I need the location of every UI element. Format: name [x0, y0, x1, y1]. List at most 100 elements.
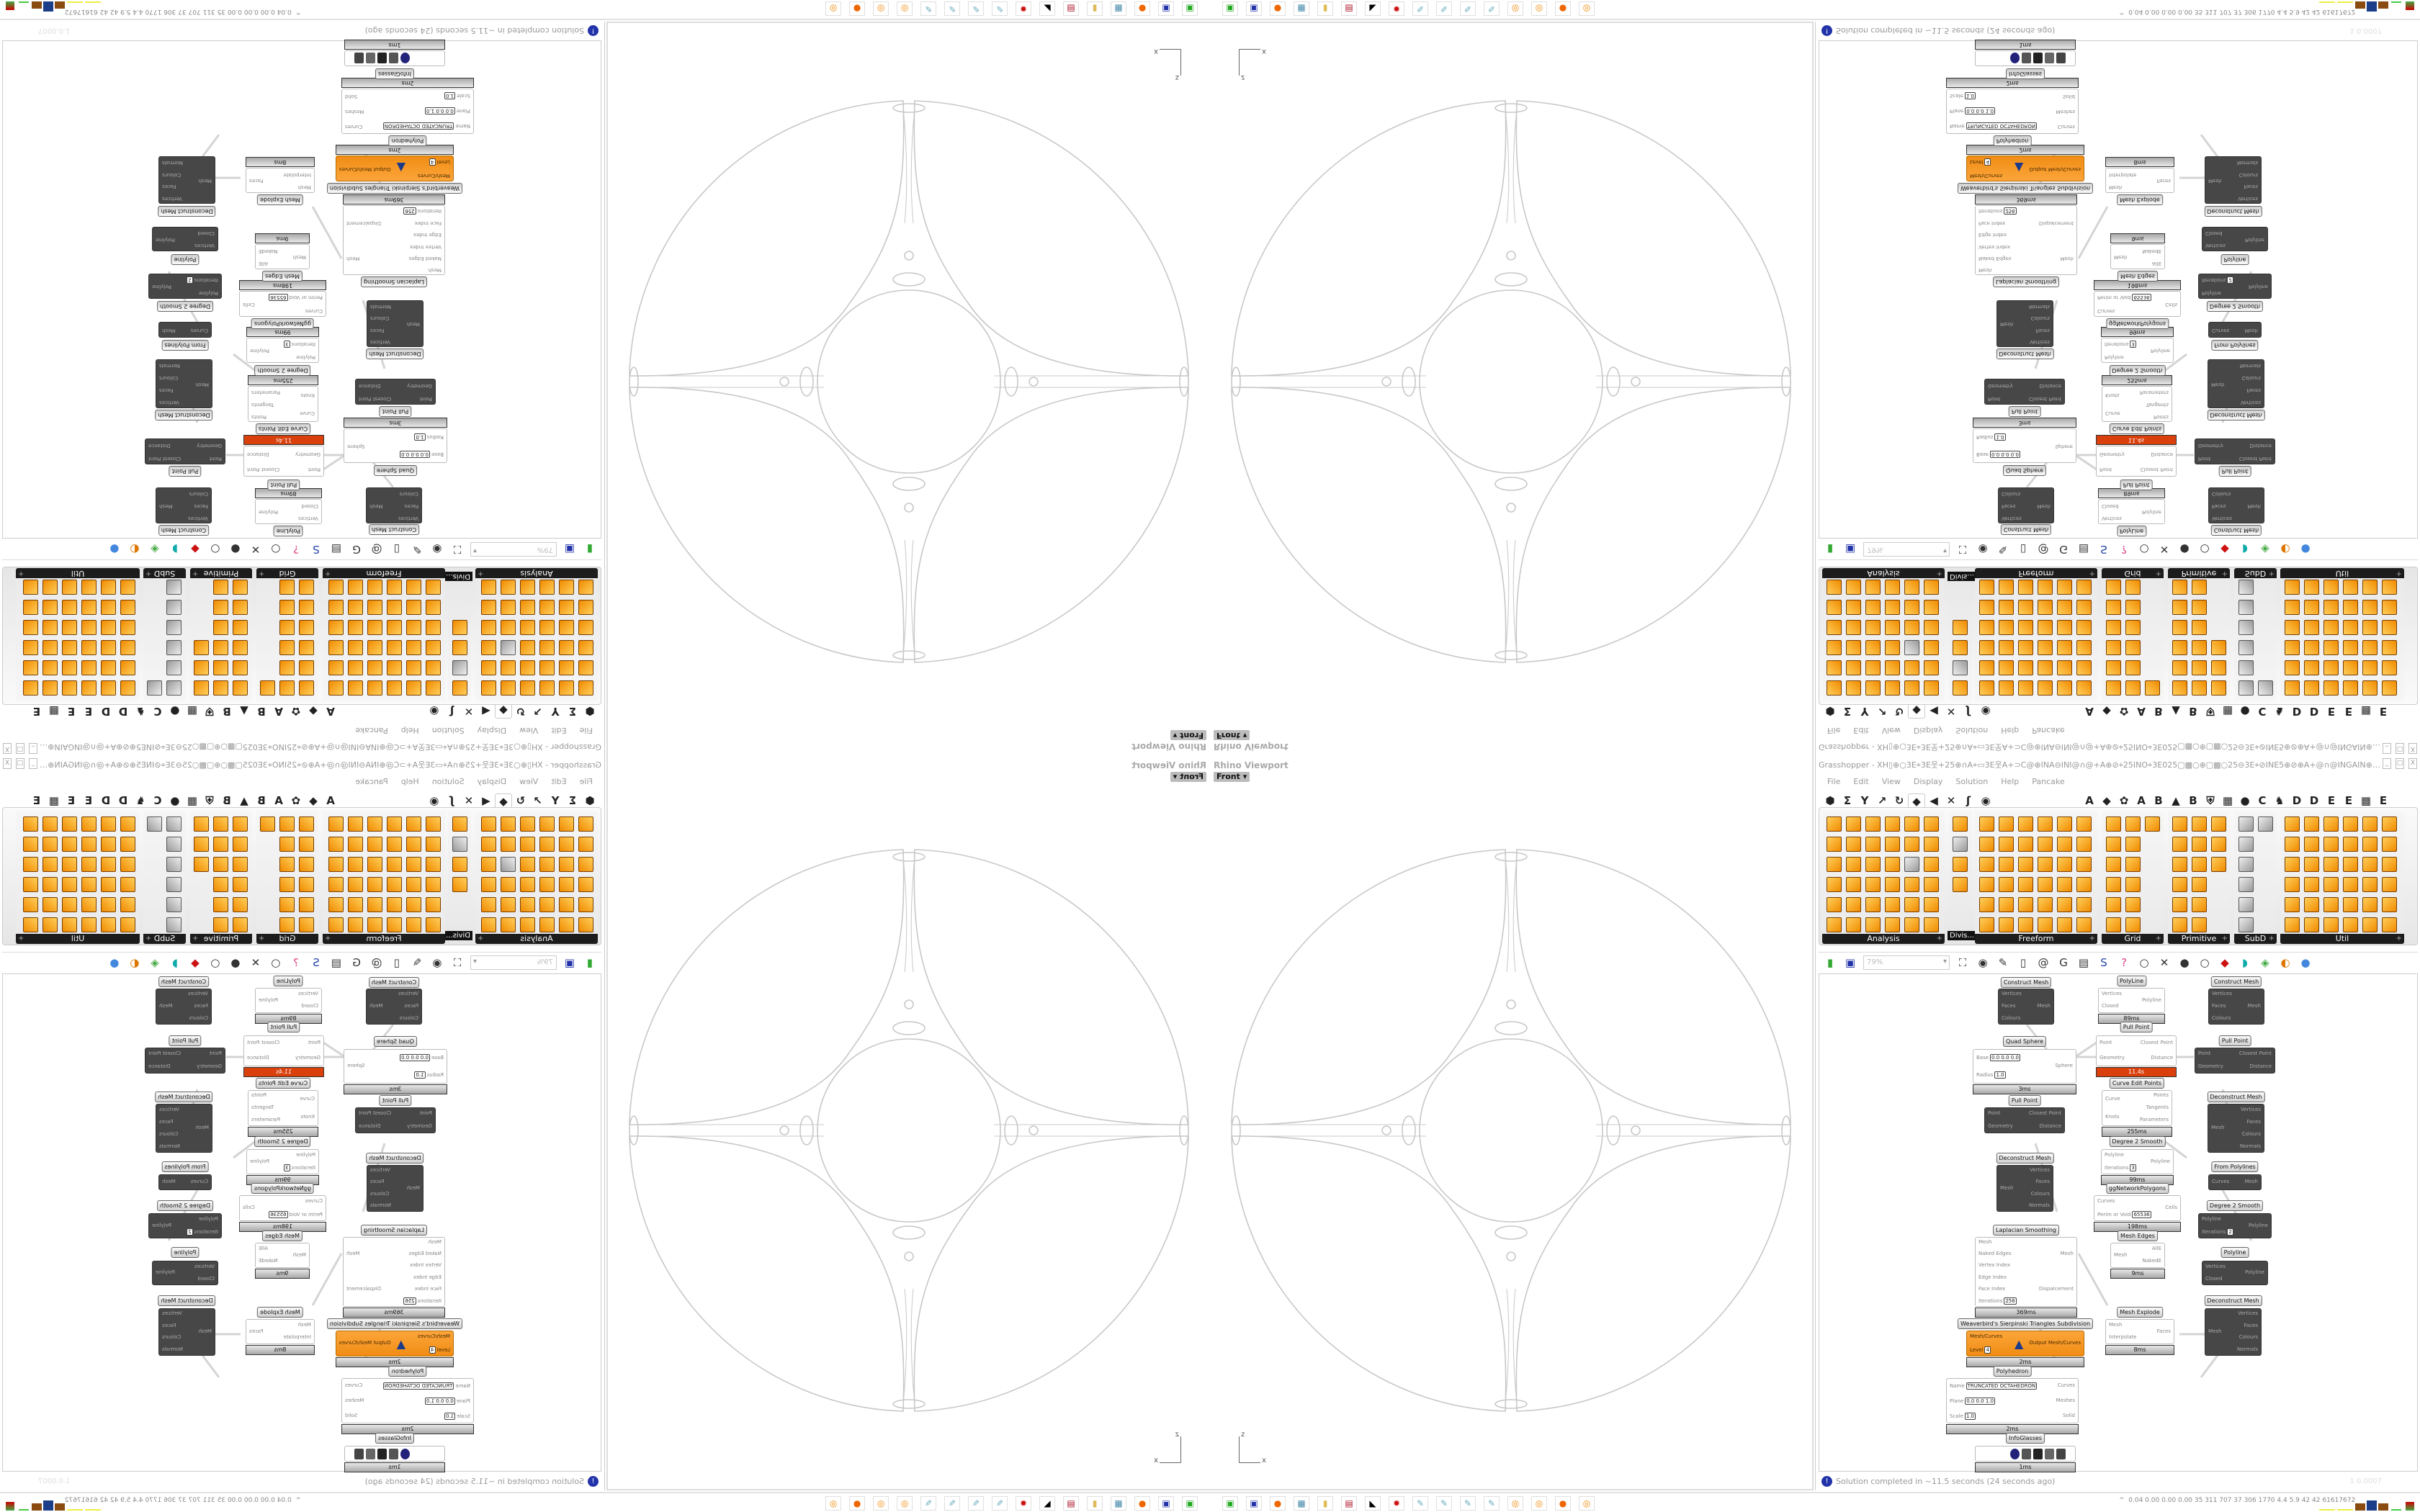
input-param[interactable]: Faces [405, 1003, 418, 1009]
blender-icon[interactable]: ◎ [1507, 1496, 1523, 1511]
pull-point-label[interactable]: Pull Point [2218, 1035, 2251, 1046]
component-icon[interactable] [2285, 837, 2300, 852]
input-param[interactable]: Vertices [194, 243, 215, 249]
tab-icon[interactable]: ⛨ [2206, 705, 2215, 718]
component-icon[interactable] [2172, 580, 2187, 595]
component-icon[interactable] [539, 600, 555, 615]
blender-icon[interactable]: ◎ [1507, 1, 1523, 16]
component-icon[interactable] [2057, 837, 2072, 852]
panel-label[interactable]: SubD + [2234, 568, 2277, 578]
input-param[interactable]: Curves [191, 1179, 208, 1184]
deconstruct-mesh-label[interactable]: Deconstruct Mesh [155, 410, 213, 420]
expand-panel-icon[interactable]: + [2221, 570, 2228, 577]
component-icon[interactable] [2057, 580, 2072, 595]
polyhedron-label[interactable]: Polyhedron [388, 135, 427, 146]
close-button[interactable]: X [3, 743, 12, 754]
polyline-component[interactable]: Vertices Closed Polyline [152, 1261, 218, 1285]
component-icon[interactable] [1999, 600, 2014, 615]
view-dropdown[interactable]: Front ▾ [1214, 772, 1250, 782]
input-param[interactable]: Curve [300, 1096, 315, 1102]
input-param[interactable]: Curves [2097, 308, 2115, 314]
component-icon[interactable] [481, 680, 496, 696]
tab-icon[interactable]: Σ [1843, 705, 1852, 718]
zoom-extents-icon[interactable]: ⛶ [453, 955, 462, 969]
input-param[interactable]: NameTRUNCATED OCTAHEDRON [382, 122, 470, 130]
bake-icon[interactable]: ▯ [393, 543, 400, 557]
component-icon[interactable] [387, 877, 402, 892]
input-param[interactable]: Mesh [2109, 184, 2122, 190]
component-icon[interactable] [1979, 580, 1994, 595]
component-icon[interactable] [328, 580, 344, 595]
component-icon[interactable] [1865, 680, 1881, 696]
output-param[interactable]: Curves [2058, 1382, 2075, 1388]
component-icon[interactable] [578, 640, 593, 655]
output-param[interactable]: Sphere [347, 444, 365, 449]
output-param[interactable]: Faces [159, 1119, 173, 1125]
component-icon[interactable] [2057, 640, 2072, 655]
deconstruct-mesh-component[interactable]: Mesh Vertices Faces Colours Normals [158, 1308, 215, 1356]
component-icon[interactable] [367, 680, 382, 696]
tab-icon[interactable] [1994, 704, 2081, 719]
component-icon[interactable] [1827, 660, 1842, 675]
output-param[interactable]: Curves [2058, 125, 2075, 130]
input-param[interactable]: Polyline [296, 354, 315, 360]
input-param[interactable]: Curves [2212, 328, 2229, 333]
component-icon[interactable] [166, 680, 182, 696]
component-icon[interactable] [1865, 816, 1881, 832]
grasshopper-canvas[interactable]: Construct Mesh Vertices Faces Colours Mesh Qu… [1819, 973, 2418, 1472]
construct-mesh-label[interactable]: Construct Mesh [2000, 524, 2052, 535]
component-icon[interactable] [559, 837, 574, 852]
bulb-icon[interactable]: ○ [2139, 543, 2149, 557]
tab-icon[interactable]: E [2327, 794, 2336, 807]
component-icon[interactable] [2285, 877, 2300, 892]
component-icon[interactable] [406, 660, 421, 675]
preview-eye-icon[interactable]: ◉ [1978, 543, 1988, 557]
input-param[interactable]: Edge Index [1978, 232, 2007, 238]
component-icon[interactable] [328, 660, 344, 675]
component-icon[interactable] [2057, 816, 2072, 832]
output-param[interactable]: Meshes [345, 109, 364, 115]
deconstruct-mesh-label[interactable]: Deconstruct Mesh [2204, 1295, 2262, 1306]
param-value[interactable]: 1.0 [1964, 1412, 1976, 1420]
half-sphere-icon[interactable]: ◐ [2280, 955, 2290, 969]
component-icon[interactable] [23, 600, 38, 615]
input-param[interactable]: Vertices [2002, 991, 2022, 996]
output-param[interactable]: Output Mesh/Curves [339, 1340, 391, 1346]
tab-icon[interactable]: A [326, 794, 335, 807]
param-value[interactable]: 0.0 0.0 0.0 [1990, 451, 2020, 458]
expand-panel-icon[interactable]: + [18, 570, 24, 577]
tab-icon[interactable]: C [2258, 794, 2267, 807]
input-param[interactable]: Vertices [398, 991, 418, 996]
infoglasses-icon[interactable] [354, 53, 364, 63]
component-icon[interactable] [2038, 897, 2053, 912]
component-icon[interactable] [1924, 660, 1939, 675]
bulb-icon[interactable]: ○ [271, 543, 281, 557]
input-param[interactable]: Mesh [407, 1185, 420, 1191]
input-param[interactable]: Mesh [298, 184, 311, 190]
blender-icon[interactable]: ◎ [1531, 1, 1547, 16]
red-gear-icon[interactable]: ✹ [1016, 1496, 1031, 1511]
param-value[interactable]: 1.0 [414, 433, 426, 441]
infoglasses-label[interactable]: InfoGlasses [2006, 1433, 2045, 1444]
component-icon[interactable] [62, 640, 77, 655]
firefox-icon[interactable]: ● [1134, 1, 1150, 16]
component-icon[interactable] [406, 917, 421, 932]
blender-icon[interactable]: ◎ [897, 1, 913, 16]
infoglasses-icon[interactable] [2045, 1449, 2054, 1459]
component-icon[interactable] [2382, 660, 2397, 675]
construct-mesh-component[interactable]: Vertices Faces Colours Mesh [1998, 989, 2054, 1025]
component-icon[interactable] [387, 640, 402, 655]
component-icon[interactable] [501, 837, 516, 852]
output-param[interactable]: Parameters [2140, 1117, 2169, 1122]
component-icon[interactable] [42, 640, 58, 655]
component-icon[interactable] [2076, 640, 2092, 655]
gha-icon[interactable]: G [2059, 955, 2068, 969]
infoglasses-component[interactable] [344, 1446, 445, 1462]
component-icon[interactable] [367, 837, 382, 852]
pull-point-label[interactable]: Pull Point [267, 480, 300, 490]
